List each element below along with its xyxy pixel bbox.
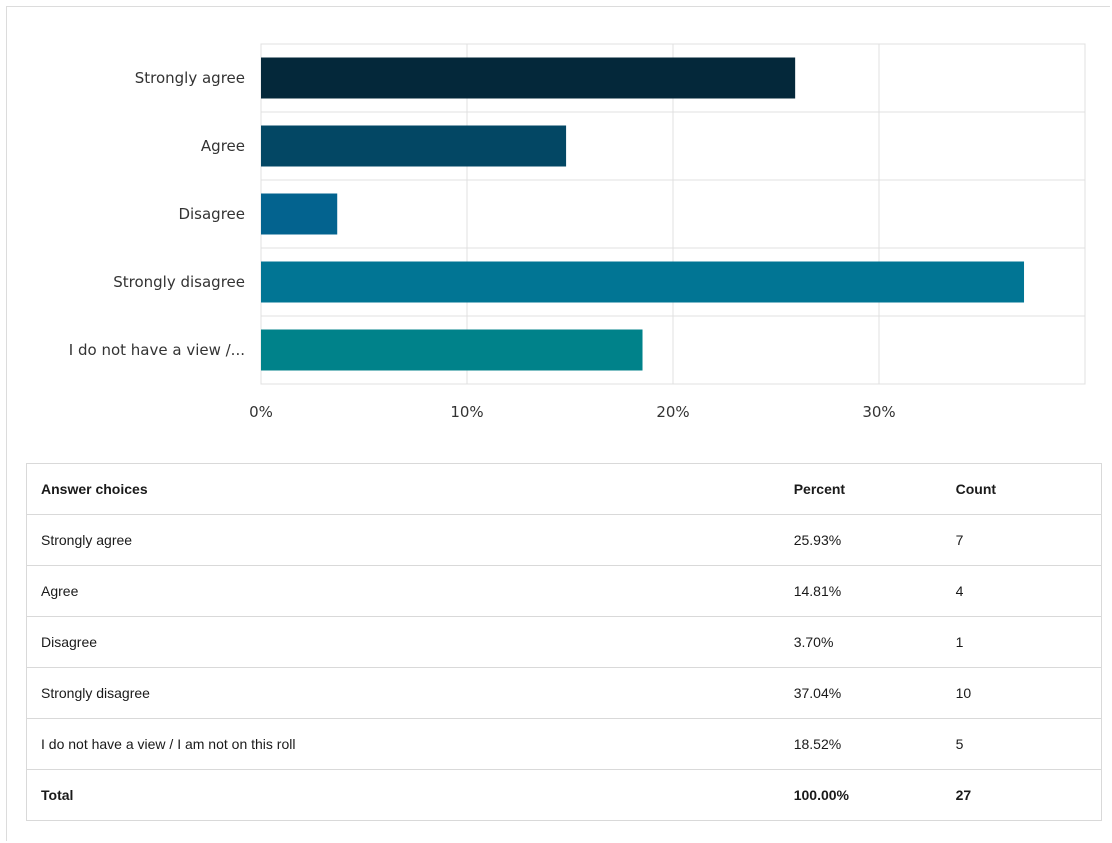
row-choice: Strongly agree bbox=[26, 514, 780, 566]
bar bbox=[261, 329, 643, 371]
y-category-label: Disagree bbox=[178, 205, 245, 223]
row-count: 1 bbox=[941, 616, 1102, 668]
bar bbox=[261, 125, 567, 167]
row-choice: Disagree bbox=[26, 616, 780, 668]
total-percent: 100.00% bbox=[793, 787, 849, 803]
table-row: Strongly agree 25.93% 7 bbox=[26, 514, 1102, 566]
x-tick-label: 0% bbox=[249, 403, 273, 421]
table-row: Agree 14.81% 4 bbox=[26, 565, 1102, 617]
table-total-row: Total 100.00% 27 bbox=[27, 770, 1102, 821]
table-header-row: Answer choices Percent Count bbox=[26, 463, 1102, 515]
y-category-label: I do not have a view /... bbox=[69, 341, 245, 359]
row-count: 10 bbox=[941, 667, 1102, 719]
x-tick-label: 10% bbox=[450, 403, 483, 421]
x-tick-label: 20% bbox=[656, 403, 689, 421]
row-count: 7 bbox=[941, 514, 1102, 566]
x-tick-label: 30% bbox=[862, 403, 895, 421]
y-category-label: Agree bbox=[201, 137, 245, 155]
results-panel bbox=[6, 6, 1110, 841]
row-count: 4 bbox=[941, 565, 1102, 617]
row-choice: Strongly disagree bbox=[26, 667, 780, 719]
row-percent: 18.52% bbox=[779, 718, 942, 770]
table-row: Disagree 3.70% 1 bbox=[26, 616, 1102, 668]
row-percent: 37.04% bbox=[779, 667, 942, 719]
row-choice: I do not have a view / I am not on this … bbox=[26, 718, 780, 770]
row-percent: 14.81% bbox=[779, 565, 942, 617]
total-count: 27 bbox=[955, 787, 972, 803]
bar bbox=[261, 193, 338, 235]
row-percent: 25.93% bbox=[779, 514, 942, 566]
results-table: Answer choices Percent Count Strongly ag… bbox=[26, 463, 1102, 821]
total-label: Total bbox=[41, 787, 74, 803]
bar-chart: 0% 10% 20% 30% Strongly agree Agree Disagree St… bbox=[69, 43, 1086, 421]
y-category-label: Strongly agree bbox=[135, 69, 245, 87]
bar bbox=[261, 261, 1025, 303]
row-percent: 3.70% bbox=[779, 616, 942, 668]
table-row: I do not have a view / I am not on this … bbox=[26, 718, 1102, 770]
row-count: 5 bbox=[941, 718, 1102, 770]
row-choice: Agree bbox=[26, 565, 780, 617]
header-percent: Percent bbox=[779, 463, 942, 515]
bar bbox=[261, 57, 796, 99]
header-count: Count bbox=[941, 463, 1102, 515]
table-row: Strongly disagree 37.04% 10 bbox=[26, 667, 1102, 719]
header-answer-choices: Answer choices bbox=[26, 463, 780, 515]
y-category-label: Strongly disagree bbox=[113, 273, 245, 291]
